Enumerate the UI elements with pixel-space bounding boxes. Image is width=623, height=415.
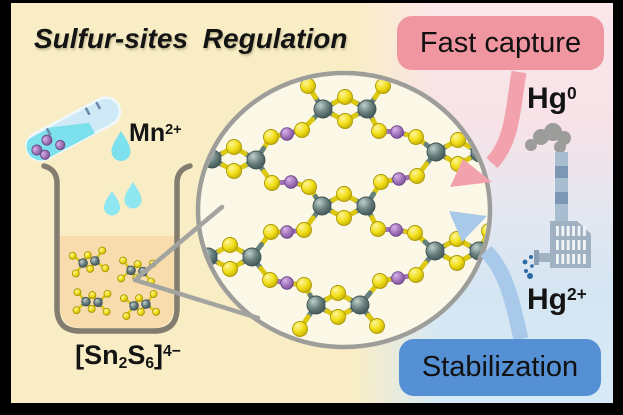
hg2-base: Hg [527, 283, 567, 316]
formula-sup: 4− [163, 343, 181, 361]
fast-capture-badge: Fast capture [397, 16, 604, 70]
mn-label-sup: 2+ [165, 121, 182, 138]
hg2-label: Hg2+ [527, 283, 587, 317]
formula-part: [Sn [75, 340, 119, 370]
page-title: Sulfur-sites Regulation [34, 23, 348, 54]
hg2-sup: 2+ [567, 284, 587, 305]
hg0-base: Hg [527, 82, 567, 115]
mn-ion-label: Mn2+ [129, 119, 182, 148]
hg0-sup: 0 [567, 83, 577, 104]
mn-label-base: Mn [129, 119, 166, 147]
stabilization-badge: Stabilization [399, 339, 601, 396]
formula-sub: 6 [145, 355, 155, 373]
formula-part: S [127, 340, 146, 370]
precursor-formula-label: [Sn2S6]4− [48, 340, 208, 373]
hg0-label: Hg0 [527, 82, 577, 116]
formula-part: ] [154, 340, 164, 370]
formula-sub: 2 [118, 355, 128, 373]
